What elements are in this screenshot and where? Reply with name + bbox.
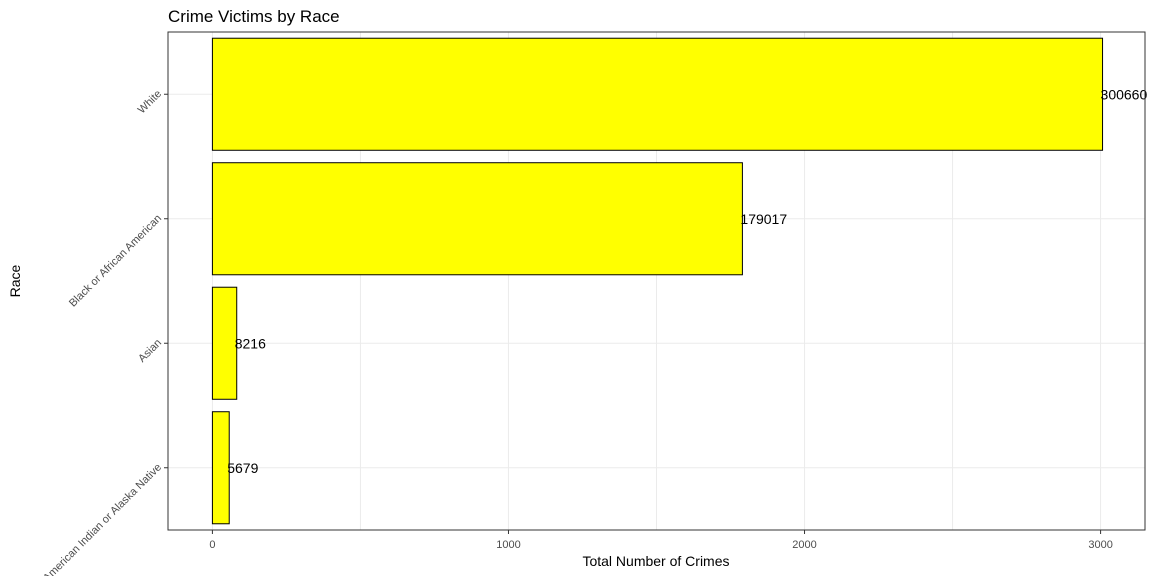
- bar-value-label: 300660: [1101, 86, 1148, 102]
- x-axis-title: Total Number of Crimes: [582, 553, 729, 569]
- chart-title: Crime Victims by Race: [168, 7, 340, 26]
- bars: [211, 37, 1104, 525]
- y-axis-ticks: White Black or African American Asian Ameri…: [41, 88, 168, 576]
- y-axis-title: Race: [7, 264, 23, 297]
- y-tick-label: White: [136, 88, 164, 116]
- y-tick-label: Asian: [136, 337, 164, 365]
- y-tick-label: Black or African American: [67, 212, 164, 309]
- x-axis-ticks: 0 1000 2000 3000: [209, 530, 1113, 551]
- x-tick-label: 0: [209, 539, 215, 551]
- plot-panel: [167, 31, 1146, 531]
- bar-value-label: 5679: [227, 460, 258, 476]
- bar: [211, 286, 238, 400]
- bar: [211, 162, 743, 276]
- bar-value-label: 8216: [235, 335, 266, 351]
- y-tick-label: American Indian or Alaska Native: [41, 461, 164, 576]
- x-tick-label: 2000: [792, 539, 816, 551]
- bar: [211, 37, 1104, 151]
- bar: [211, 411, 230, 525]
- x-tick-label: 1000: [496, 539, 520, 551]
- bar-value-label: 179017: [740, 211, 787, 227]
- x-tick-label: 3000: [1088, 539, 1112, 551]
- data-labels: 300660 179017 8216 5679: [227, 86, 1147, 476]
